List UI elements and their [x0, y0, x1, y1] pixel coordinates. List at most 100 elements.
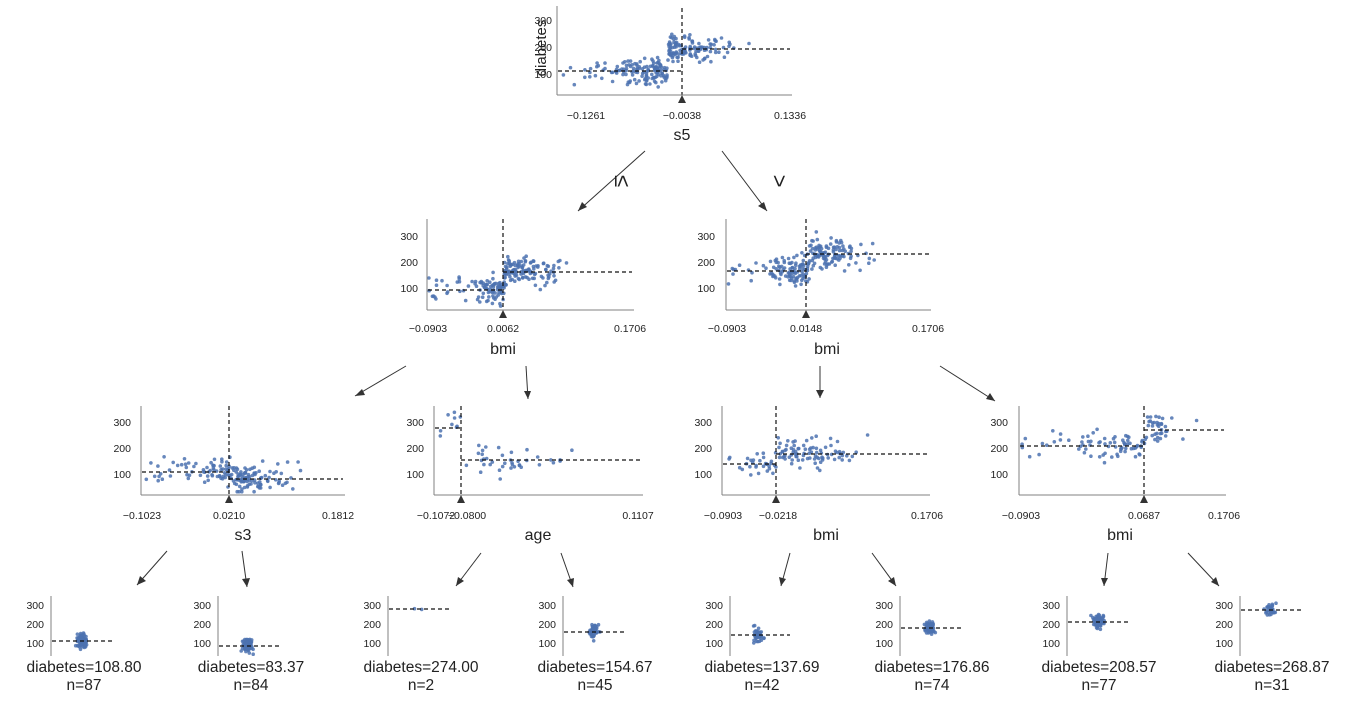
data-point: [752, 641, 756, 645]
data-point: [837, 248, 842, 253]
data-point: [1124, 446, 1128, 451]
data-point: [500, 453, 505, 458]
data-point: [764, 266, 768, 271]
data-point: [645, 64, 649, 69]
data-point: [756, 471, 761, 476]
data-point: [1108, 441, 1113, 445]
l1b-xtick-split: 0.0148: [790, 323, 822, 335]
data-point: [789, 461, 794, 466]
edge-l1b-left: [816, 366, 824, 398]
data-point: [475, 297, 480, 302]
data-point: [473, 279, 478, 284]
data-point: [1100, 616, 1105, 620]
split-node-level2-a: 100 200 300 −0.1023 0.0210 0.1812 s3: [113, 406, 354, 544]
leaf-2-data-points: [239, 637, 255, 656]
data-point: [677, 42, 681, 47]
data-point: [491, 276, 495, 281]
leaf-2-ytick-100: 100: [193, 638, 211, 650]
data-point: [719, 36, 724, 40]
data-point: [481, 291, 486, 296]
edge-l1a-left: [354, 365, 407, 397]
data-point: [230, 466, 234, 470]
data-point: [655, 55, 660, 60]
data-point: [452, 416, 457, 420]
data-point: [516, 262, 520, 266]
data-point: [1051, 429, 1055, 433]
root-ytick-300: 300: [534, 15, 552, 27]
l2d-ytick-200: 200: [990, 443, 1008, 455]
leaf-5-ytick-300: 300: [705, 600, 723, 612]
data-point: [252, 489, 256, 494]
data-point: [726, 282, 731, 286]
data-point: [249, 482, 253, 486]
leaf-1-data-points: [73, 631, 89, 652]
leaf-1-ytick-200: 200: [26, 619, 44, 631]
data-point: [702, 57, 707, 61]
l2b-xtick-split: −0.0800: [448, 510, 486, 522]
data-point: [672, 37, 676, 41]
data-point: [227, 464, 231, 469]
data-point: [713, 50, 718, 55]
data-point: [842, 269, 847, 273]
data-point: [242, 471, 247, 475]
data-point: [814, 230, 819, 234]
data-point: [557, 266, 561, 270]
data-point: [630, 63, 634, 67]
data-point: [1127, 435, 1131, 440]
data-point: [811, 445, 815, 450]
data-point: [491, 270, 495, 275]
data-point: [799, 282, 803, 287]
data-point: [693, 52, 697, 56]
data-point: [1152, 420, 1156, 425]
data-point: [774, 257, 779, 262]
l1b-data-points: [726, 230, 876, 288]
data-point: [510, 462, 515, 467]
l2c-ytick-100: 100: [694, 469, 712, 481]
data-point: [450, 422, 454, 427]
data-point: [692, 46, 697, 51]
data-point: [777, 455, 782, 460]
data-point: [1103, 442, 1107, 446]
data-point: [654, 64, 659, 69]
l2d-split-marker: [1140, 495, 1148, 503]
data-point: [1077, 447, 1081, 451]
data-point: [591, 634, 596, 639]
data-point: [1159, 431, 1164, 436]
data-point: [804, 279, 808, 283]
data-point: [498, 477, 503, 481]
data-point: [832, 457, 837, 462]
data-point: [806, 261, 811, 266]
data-point: [298, 468, 303, 473]
data-point: [821, 256, 826, 261]
data-point: [244, 649, 248, 654]
data-point: [690, 41, 695, 45]
l2c-data-points: [727, 433, 870, 477]
data-point: [434, 283, 439, 288]
data-point: [807, 244, 812, 248]
data-point: [829, 236, 833, 240]
data-point: [500, 464, 505, 469]
leaf-6-data-points: [922, 619, 938, 636]
data-point: [493, 297, 497, 302]
data-point: [549, 458, 553, 462]
data-point: [184, 465, 189, 470]
data-point: [1124, 433, 1128, 438]
data-point: [1023, 436, 1028, 441]
data-point: [774, 465, 778, 469]
data-point: [777, 445, 781, 450]
data-point: [831, 248, 836, 252]
data-point: [642, 56, 647, 61]
data-point: [218, 464, 223, 468]
data-point: [754, 261, 758, 265]
leaf-3-ytick-200: 200: [363, 619, 381, 631]
data-point: [564, 261, 569, 265]
data-point: [813, 246, 818, 250]
data-point: [664, 76, 669, 80]
data-point: [237, 473, 242, 478]
data-point: [463, 298, 468, 303]
edge-root-right: [721, 150, 768, 212]
data-point: [546, 273, 550, 278]
data-point: [476, 451, 481, 456]
data-point: [482, 462, 486, 467]
data-point: [676, 55, 680, 59]
